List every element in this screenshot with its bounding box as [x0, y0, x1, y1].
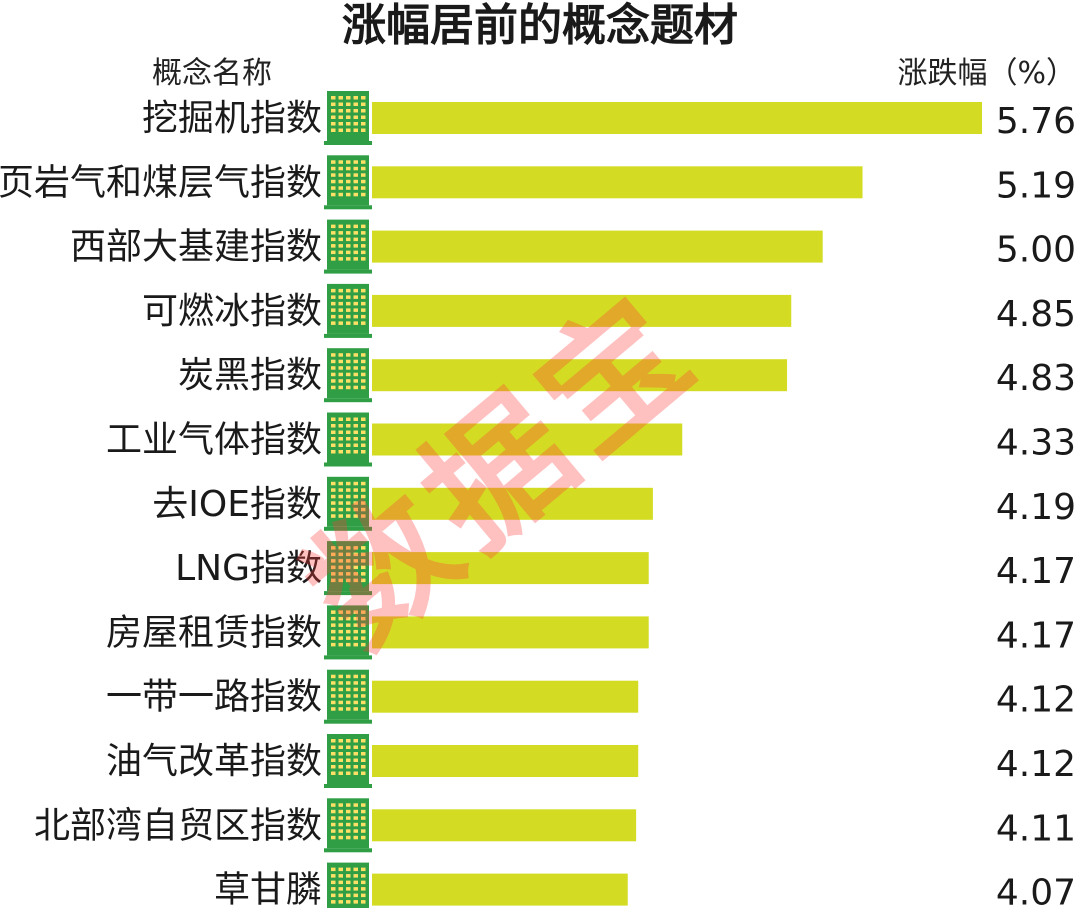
- building-icon: [324, 219, 372, 274]
- value-label: 4.85: [996, 294, 1076, 335]
- category-label: 西部大基建指数: [70, 227, 322, 268]
- building-icon: [324, 283, 372, 338]
- bar-row: 北部湾自贸区指数 4.11: [34, 798, 1076, 853]
- category-label: 油气改革指数: [106, 741, 322, 782]
- category-label: 炭黑指数: [178, 355, 322, 396]
- chart-title: 涨幅居前的概念题材: [342, 0, 738, 51]
- bar-row: 草甘膦 4.07: [214, 862, 1076, 908]
- value-label: 4.11: [996, 808, 1076, 849]
- bar: [372, 616, 649, 649]
- category-label: 页岩气和煤层气指数: [0, 162, 322, 203]
- bar: [372, 873, 628, 906]
- value-label: 4.33: [996, 423, 1076, 464]
- bar-row: 页岩气和煤层气指数 5.19: [0, 155, 1076, 210]
- value-label: 4.07: [996, 873, 1076, 908]
- bar-row: 西部大基建指数 5.00: [70, 219, 1076, 274]
- category-label: 房屋租赁指数: [106, 612, 322, 653]
- bar: [372, 423, 683, 456]
- value-label: 5.76: [996, 101, 1076, 142]
- category-label: 草甘膦: [214, 870, 322, 908]
- bar: [372, 102, 982, 134]
- bar: [372, 230, 823, 263]
- bar: [372, 359, 788, 392]
- bar: [372, 487, 653, 520]
- category-label: 去IOE指数: [152, 484, 322, 525]
- bar-row: 油气改革指数 4.12: [106, 734, 1076, 788]
- category-header: 概念名称: [152, 56, 272, 91]
- category-label: 可燃冰指数: [142, 291, 322, 332]
- category-label: 工业气体指数: [106, 420, 322, 461]
- building-icon: [324, 605, 372, 660]
- bar-row: 工业气体指数 4.33: [106, 412, 1076, 467]
- bar-row: 一带一路指数 4.12: [106, 669, 1076, 724]
- building-icon: [324, 412, 372, 467]
- bar: [372, 166, 863, 199]
- value-label: 4.12: [996, 744, 1076, 785]
- value-label: 4.17: [996, 551, 1076, 592]
- value-label: 4.12: [996, 680, 1076, 721]
- category-label: 一带一路指数: [106, 677, 322, 718]
- value-label: 4.17: [996, 615, 1076, 656]
- value-label: 4.19: [996, 487, 1076, 528]
- building-icon: [324, 155, 372, 210]
- bar-row: 挖掘机指数 5.76: [142, 91, 1076, 145]
- bar: [372, 680, 639, 713]
- bar-row: 可燃冰指数 4.85: [142, 283, 1076, 338]
- bar-row: 炭黑指数 4.83: [178, 348, 1076, 403]
- building-icon: [324, 669, 372, 724]
- bar-row: LNG指数 4.17: [175, 541, 1076, 596]
- category-label: LNG指数: [175, 548, 322, 589]
- building-icon: [324, 91, 372, 145]
- building-icon: [324, 541, 372, 596]
- bar: [372, 745, 639, 777]
- bar: [372, 552, 649, 585]
- bar-row: 房屋租赁指数 4.17: [106, 605, 1076, 660]
- bar: [372, 294, 792, 327]
- value-label: 5.00: [996, 230, 1076, 271]
- building-icon: [327, 862, 369, 908]
- bar-row: 去IOE指数 4.19: [152, 476, 1076, 531]
- bar: [372, 809, 637, 842]
- value-label: 4.83: [996, 358, 1076, 399]
- building-icon: [324, 348, 372, 403]
- building-icon: [324, 734, 372, 788]
- building-icon: [324, 798, 372, 853]
- category-label: 挖掘机指数: [142, 98, 322, 139]
- value-header: 涨跌幅（%）: [897, 56, 1076, 91]
- value-label: 5.19: [996, 165, 1076, 206]
- category-label: 北部湾自贸区指数: [34, 805, 322, 846]
- building-icon: [324, 476, 372, 531]
